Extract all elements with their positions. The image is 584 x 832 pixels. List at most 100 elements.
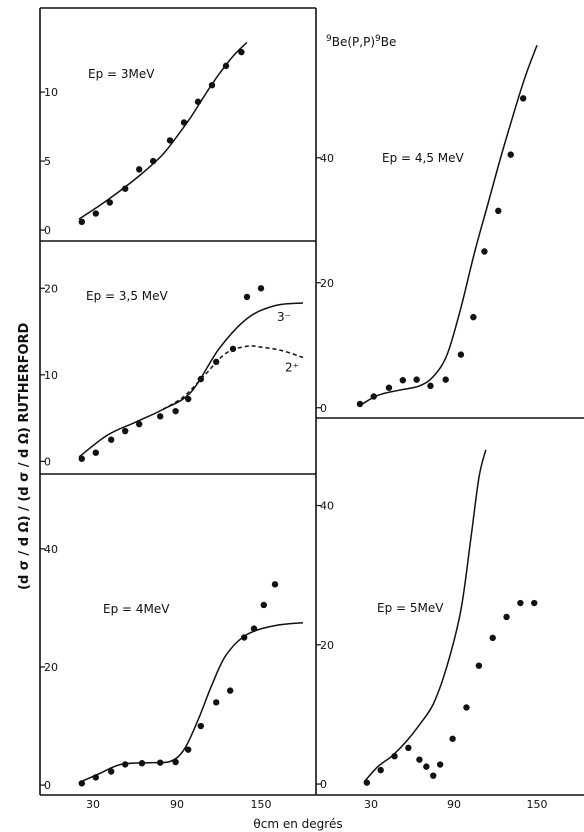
data-point: [138, 760, 146, 767]
data-point: [157, 413, 164, 420]
y-tick-label: 0: [44, 779, 51, 792]
y-tick-label: 20: [320, 277, 334, 290]
y-tick-label: 10: [44, 86, 58, 99]
data-point: [481, 248, 488, 255]
y-tick-label: 0: [44, 455, 51, 468]
data-point: [507, 151, 514, 158]
data-point: [108, 768, 115, 775]
data-point: [517, 599, 524, 607]
panel-label: Ep = 3,5 MeV: [86, 289, 169, 303]
data-point: [243, 293, 251, 301]
data-point: [405, 744, 412, 752]
panel-middle-left: Ep = 3,5 MeV 0 10 20 3⁻ 2⁺: [40, 282, 304, 468]
y-tick-label: 20: [320, 639, 334, 652]
data-point: [213, 358, 220, 366]
data-point: [385, 384, 393, 391]
series-line-solid: [363, 449, 487, 783]
data-point: [78, 455, 86, 462]
panels: Ep = 3MeV 0 5 10 Ep = 3,5 MeV 0 10 20 3⁻ 2⁺ Ep = 4…: [40, 41, 538, 792]
data-point: [106, 199, 114, 206]
title-superscript-1: 9: [326, 34, 332, 44]
data-point: [241, 634, 248, 641]
data-point: [185, 746, 192, 753]
panel-label: Ep = 4MeV: [103, 602, 170, 616]
title-text-2: Be: [381, 35, 397, 49]
data-point: [92, 774, 100, 781]
data-point: [457, 351, 465, 358]
data-point: [172, 758, 179, 766]
data-point: [238, 48, 245, 56]
x-tick-label-right-30: 30: [364, 798, 378, 811]
y-tick-label: 40: [44, 543, 58, 556]
y-axis-title: (d σ / d Ω) / (d σ / d Ω) RUTHERFORD: [17, 322, 32, 590]
data-point: [495, 207, 502, 215]
series-line-dashed: [162, 345, 304, 411]
y-tick-label: 0: [320, 778, 327, 791]
panel-label: Ep = 4,5 MeV: [382, 151, 465, 165]
data-point: [436, 761, 444, 768]
data-point: [363, 779, 371, 786]
data-point: [150, 157, 157, 165]
data-point: [229, 345, 237, 353]
data-point: [122, 427, 129, 435]
data-point: [197, 722, 204, 730]
data-point: [463, 704, 470, 711]
x-tick-label-left-90: 90: [170, 798, 184, 811]
data-point: [449, 735, 456, 742]
data-point: [356, 400, 364, 408]
data-point: [260, 601, 267, 609]
data-point: [489, 634, 496, 642]
data-point: [531, 599, 538, 607]
data-point: [108, 436, 115, 443]
data-point: [416, 756, 423, 763]
data-point: [78, 218, 86, 226]
data-point: [222, 62, 230, 70]
series-line-solid: [360, 45, 538, 406]
y-tick-label: 0: [320, 402, 327, 415]
data-point: [180, 119, 188, 126]
series-line-solid: [78, 302, 304, 458]
data-point: [227, 687, 234, 694]
panel-bottom-right: Ep = 5MeV 0 20 40: [316, 449, 538, 791]
panel-label: Ep = 5MeV: [377, 601, 444, 615]
data-point: [257, 285, 265, 292]
data-point: [370, 393, 377, 400]
data-point: [208, 82, 216, 89]
data-point: [172, 407, 179, 415]
data-point: [157, 759, 164, 766]
data-point: [391, 752, 398, 760]
series-label: 2⁺: [285, 361, 299, 375]
data-point: [377, 766, 384, 774]
data-point: [519, 95, 527, 102]
panel-top-left: Ep = 3MeV 0 5 10: [40, 41, 248, 237]
x-tick-label-left-150: 150: [251, 798, 272, 811]
y-tick-label: 40: [320, 500, 334, 513]
data-point: [427, 382, 434, 390]
x-tick-label-right-90: 90: [447, 798, 461, 811]
data-point: [470, 313, 477, 321]
panel-top-right: Ep = 4,5 MeV 0 20 40: [316, 45, 538, 415]
data-point: [122, 761, 129, 768]
panel-label: Ep = 3MeV: [88, 67, 155, 81]
data-point: [430, 772, 437, 779]
data-point: [197, 375, 204, 383]
series-label: 3⁻: [277, 310, 291, 324]
x-tick-label-right-150: 150: [527, 798, 548, 811]
data-point: [503, 613, 510, 621]
series-line-solid: [78, 621, 304, 784]
data-point: [136, 166, 143, 173]
data-point: [413, 376, 420, 383]
x-axis-title: θcm en degrés: [253, 817, 342, 831]
data-point: [250, 625, 258, 632]
y-tick-label: 20: [44, 661, 58, 674]
y-tick-label: 0: [44, 224, 51, 237]
y-tick-label: 20: [44, 282, 58, 295]
data-point: [166, 137, 174, 144]
data-point: [475, 662, 483, 669]
series-line-solid: [78, 41, 248, 220]
y-tick-label: 10: [44, 369, 58, 382]
y-tick-label: 40: [320, 152, 334, 165]
data-point: [92, 449, 100, 456]
figure-title: 9Be(P,P)9Be: [326, 34, 396, 49]
